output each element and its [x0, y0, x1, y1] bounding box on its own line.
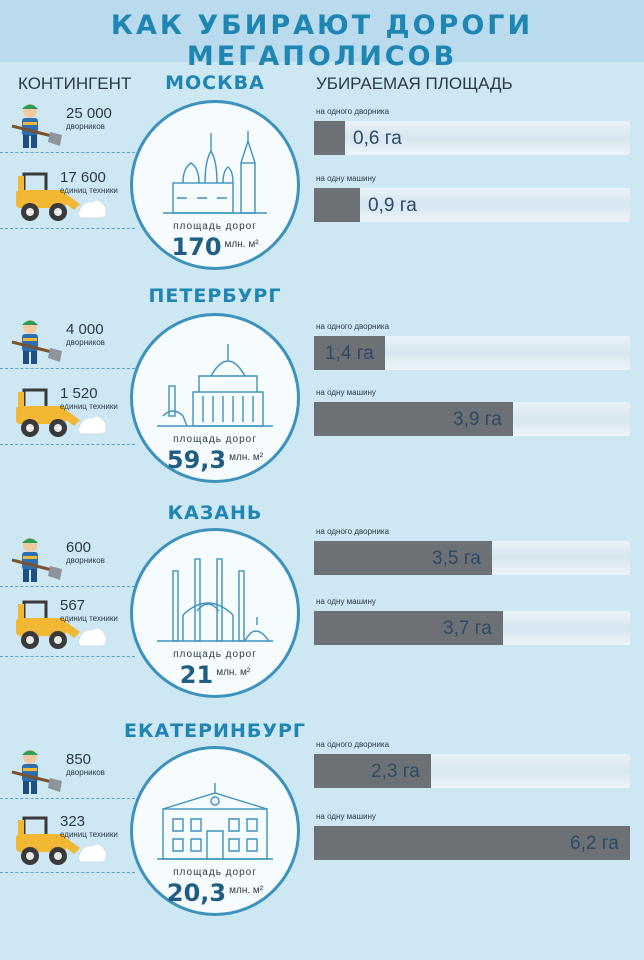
machines-number: 323: [60, 813, 86, 830]
machines-number: 1 520: [60, 385, 98, 402]
bar-value-worker: 3,5 га: [432, 548, 481, 569]
area-number: 20,3: [166, 879, 227, 907]
area-unit: млн. м²: [229, 452, 264, 463]
bar-value-machine: 0,9 га: [368, 195, 417, 216]
area-caption: площадь дорог: [173, 867, 257, 878]
area-number: 21: [179, 661, 214, 689]
machines-number: 567: [60, 597, 86, 614]
workers-number: 600: [66, 539, 92, 556]
bar-label-machine: на одну машину: [316, 174, 376, 183]
bar-per-machine: [314, 826, 630, 860]
divider-line: [0, 586, 135, 587]
area-unit: млн. м²: [224, 239, 259, 250]
snow-loader-icon: [8, 596, 108, 657]
area-value: 170 млн. м²: [133, 233, 297, 261]
area-value: 59,3 млн. м²: [133, 446, 297, 474]
bar-label-machine: на одну машину: [316, 812, 376, 821]
city-circle: площадь дорог 21 млн. м²: [130, 528, 300, 698]
bar-value-worker: 2,3 га: [371, 761, 420, 782]
area-caption: площадь дорог: [173, 649, 257, 660]
area-value: 20,3 млн. м²: [133, 879, 297, 907]
bar-value-machine: 6,2 га: [570, 833, 619, 854]
machines-number: 17 600: [60, 169, 106, 186]
area-header: УБИРАЕМАЯ ПЛОЩАДЬ: [316, 74, 513, 93]
machines-count: 1 520 единиц техники: [60, 386, 118, 412]
bar-per-worker: [314, 121, 345, 155]
workers-count: 850 дворников: [66, 752, 105, 778]
bar-value-worker: 1,4 га: [325, 343, 374, 364]
contingent-header: КОНТИНГЕНТ: [18, 74, 132, 93]
machines-label: единиц техники: [60, 830, 118, 839]
bar-per-worker: [314, 754, 431, 788]
city-name: МОСКВА: [165, 72, 265, 94]
bar-value-machine: 3,9 га: [453, 409, 502, 430]
machines-count: 323 единиц техники: [60, 814, 118, 840]
area-unit: млн. м²: [216, 667, 251, 678]
workers-label: дворников: [66, 122, 105, 131]
divider-line: [0, 368, 135, 369]
snow-loader-icon: [8, 812, 108, 873]
divider-line: [0, 228, 135, 229]
machines-label: единиц техники: [60, 186, 118, 195]
area-unit: млн. м²: [229, 885, 264, 896]
workers-label: дворников: [66, 556, 105, 565]
workers-count: 4 000 дворников: [66, 322, 105, 348]
bar-label-worker: на одного дворника: [316, 740, 390, 749]
area-caption: площадь дорог: [173, 221, 257, 232]
machines-count: 17 600 единиц техники: [60, 170, 118, 196]
machines-label: единиц техники: [60, 402, 118, 411]
bar-value-machine: 3,7 га: [443, 618, 492, 639]
worker-with-shovel-icon: [8, 536, 64, 591]
worker-with-shovel-icon: [8, 102, 64, 157]
bar-per-worker: [314, 336, 385, 370]
area-number: 59,3: [166, 446, 227, 474]
area-number: 170: [171, 233, 222, 261]
bar-per-machine: [314, 188, 360, 222]
bar-per-worker: [314, 541, 492, 575]
bar-label-worker: на одного дворника: [316, 107, 390, 116]
workers-label: дворников: [66, 338, 105, 347]
bar-label-worker: на одного дворника: [316, 527, 390, 536]
workers-count: 25 000 дворников: [66, 106, 112, 132]
snow-loader-icon: [8, 168, 108, 229]
title-band: [0, 0, 644, 62]
city-circle: площадь дорог 20,3 млн. м²: [130, 746, 300, 916]
bar-value-worker: 0,6 га: [353, 128, 402, 149]
divider-line: [0, 656, 135, 657]
bar-per-machine: [314, 611, 503, 645]
city-circle: площадь дорог 170 млн. м²: [130, 100, 300, 270]
workers-label: дворников: [66, 768, 105, 777]
area-caption: площадь дорог: [173, 434, 257, 445]
bar-per-machine: [314, 402, 513, 436]
workers-number: 25 000: [66, 105, 112, 122]
bar-label-worker: на одного дворника: [316, 322, 390, 331]
divider-line: [0, 798, 135, 799]
city-name: КАЗАНЬ: [167, 502, 263, 524]
snow-loader-icon: [8, 384, 108, 445]
bar-track: [314, 121, 630, 155]
bar-label-machine: на одну машину: [316, 388, 376, 397]
page-title: КАК УБИРАЮТ ДОРОГИ МЕГАПОЛИСОВ: [110, 10, 534, 72]
city-name: ЕКАТЕРИНБУРГ: [123, 720, 307, 742]
divider-line: [0, 872, 135, 873]
city-circle: площадь дорог 59,3 млн. м²: [130, 313, 300, 483]
workers-number: 850: [66, 751, 92, 768]
area-value: 21 млн. м²: [133, 661, 297, 689]
city-name: ПЕТЕРБУРГ: [148, 285, 282, 307]
worker-with-shovel-icon: [8, 748, 64, 803]
bar-track: [314, 188, 630, 222]
worker-with-shovel-icon: [8, 318, 64, 373]
workers-number: 4 000: [66, 321, 104, 338]
machines-label: единиц техники: [60, 614, 118, 623]
workers-count: 600 дворников: [66, 540, 105, 566]
machines-count: 567 единиц техники: [60, 598, 118, 624]
bar-label-machine: на одну машину: [316, 597, 376, 606]
divider-line: [0, 152, 135, 153]
divider-line: [0, 444, 135, 445]
